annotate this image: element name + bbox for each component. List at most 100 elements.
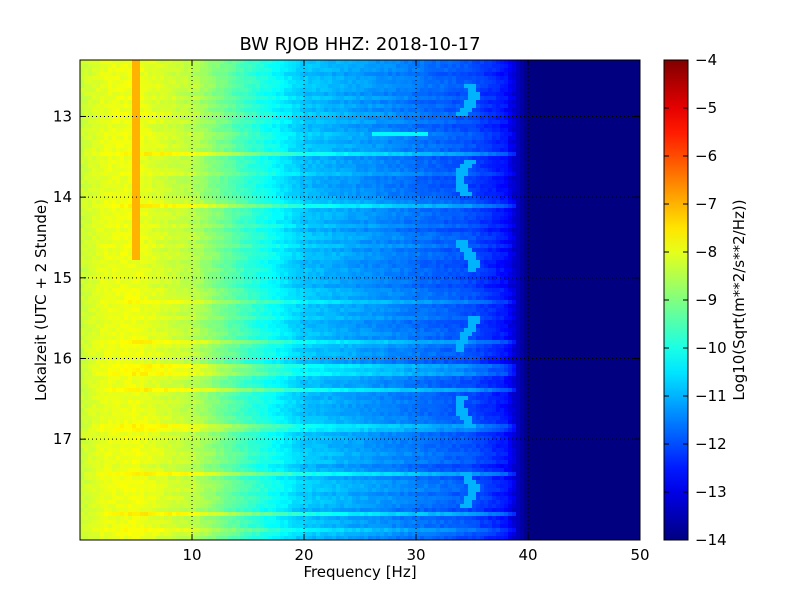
heatmap-cell — [124, 64, 129, 69]
heatmap-cell — [608, 88, 613, 93]
heatmap-cell — [404, 176, 409, 181]
heatmap-cell — [104, 64, 109, 69]
heatmap-cell — [240, 180, 245, 185]
heatmap-cell — [624, 64, 629, 69]
heatmap-cell — [320, 184, 325, 189]
heatmap-cell — [120, 64, 125, 69]
heatmap-cell — [240, 144, 245, 149]
heatmap-cell — [516, 196, 521, 201]
heatmap-cell — [396, 108, 401, 113]
heatmap-cell — [196, 100, 201, 105]
heatmap-cell — [152, 160, 157, 165]
heatmap-cell — [464, 168, 469, 173]
heatmap-cell — [92, 72, 97, 77]
heatmap-cell — [548, 108, 553, 113]
heatmap-cell — [432, 96, 437, 101]
heatmap-cell — [124, 96, 129, 101]
heatmap-cell — [440, 172, 445, 177]
heatmap-cell — [172, 128, 177, 133]
heatmap-cell — [228, 176, 233, 181]
heatmap-cell — [292, 100, 297, 105]
heatmap-cell — [320, 176, 325, 181]
heatmap-cell — [292, 124, 297, 129]
heatmap-cell — [224, 128, 229, 133]
heatmap-cell — [424, 84, 429, 89]
heatmap-cell — [92, 96, 97, 101]
heatmap-cell — [256, 96, 261, 101]
heatmap-cell — [168, 92, 173, 97]
heatmap-cell — [316, 128, 321, 133]
heatmap-cell — [448, 176, 453, 181]
heatmap-cell — [524, 80, 529, 85]
heatmap-cell — [192, 168, 197, 173]
heatmap-cell — [240, 160, 245, 165]
heatmap-cell — [412, 148, 417, 153]
heatmap-cell — [504, 132, 509, 137]
heatmap-cell — [516, 84, 521, 89]
heatmap-cell — [184, 168, 189, 173]
heatmap-cell — [316, 168, 321, 173]
heatmap-cell — [252, 84, 257, 89]
heatmap-cell — [480, 188, 485, 193]
heatmap-cell — [588, 144, 593, 149]
heatmap-cell — [456, 144, 461, 149]
heatmap-cell — [548, 84, 553, 89]
heatmap-cell — [320, 200, 325, 205]
heatmap-cell — [164, 104, 169, 109]
heatmap-cell — [532, 104, 537, 109]
heatmap-cell — [468, 116, 473, 121]
heatmap-cell — [216, 68, 221, 73]
heatmap-cell — [380, 172, 385, 177]
heatmap-cell — [192, 84, 197, 89]
heatmap-cell — [352, 180, 357, 185]
heatmap-cell — [200, 84, 205, 89]
heatmap-cell — [344, 136, 349, 141]
heatmap-cell — [624, 116, 629, 121]
heatmap-cell — [636, 164, 640, 169]
heatmap-cell — [568, 140, 573, 145]
heatmap-cell — [552, 104, 557, 109]
heatmap-cell — [208, 188, 213, 193]
heatmap-cell — [212, 76, 217, 81]
heatmap-cell — [456, 132, 461, 137]
heatmap-cell — [192, 76, 197, 81]
heatmap-cell — [288, 88, 293, 93]
heatmap-cell — [536, 148, 541, 153]
heatmap-cell — [192, 128, 197, 133]
heatmap-cell — [336, 144, 341, 149]
heatmap-cell — [200, 124, 205, 129]
heatmap-cell — [188, 160, 193, 165]
heatmap-cell — [196, 140, 201, 145]
heatmap-cell — [528, 132, 533, 137]
heatmap-cell — [484, 160, 489, 165]
heatmap-cell — [536, 184, 541, 189]
heatmap-cell — [256, 108, 261, 113]
heatmap-cell — [300, 120, 305, 125]
heatmap-cell — [508, 184, 513, 189]
heatmap-cell — [372, 188, 377, 193]
heatmap-cell — [564, 148, 569, 153]
heatmap-cell — [188, 60, 193, 65]
heatmap-cell — [328, 148, 333, 153]
heatmap-cell — [520, 152, 525, 157]
heatmap-cell — [480, 148, 485, 153]
heatmap-cell — [528, 176, 533, 181]
heatmap-cell — [460, 76, 465, 81]
heatmap-cell — [236, 176, 241, 181]
heatmap-cell — [508, 152, 513, 157]
heatmap-cell — [452, 112, 457, 117]
heatmap-cell — [216, 100, 221, 105]
heatmap-cell — [376, 140, 381, 145]
heatmap-cell — [276, 124, 281, 129]
heatmap-cell — [260, 192, 265, 197]
heatmap-cell — [248, 124, 253, 129]
heatmap-cell — [292, 144, 297, 149]
heatmap-cell — [112, 192, 117, 197]
heatmap-cell — [260, 124, 265, 129]
heatmap-cell — [616, 116, 621, 121]
heatmap-cell — [412, 84, 417, 89]
heatmap-cell — [100, 128, 105, 133]
heatmap-cell — [324, 192, 329, 197]
heatmap-cell — [528, 72, 533, 77]
heatmap-cell — [488, 64, 493, 69]
